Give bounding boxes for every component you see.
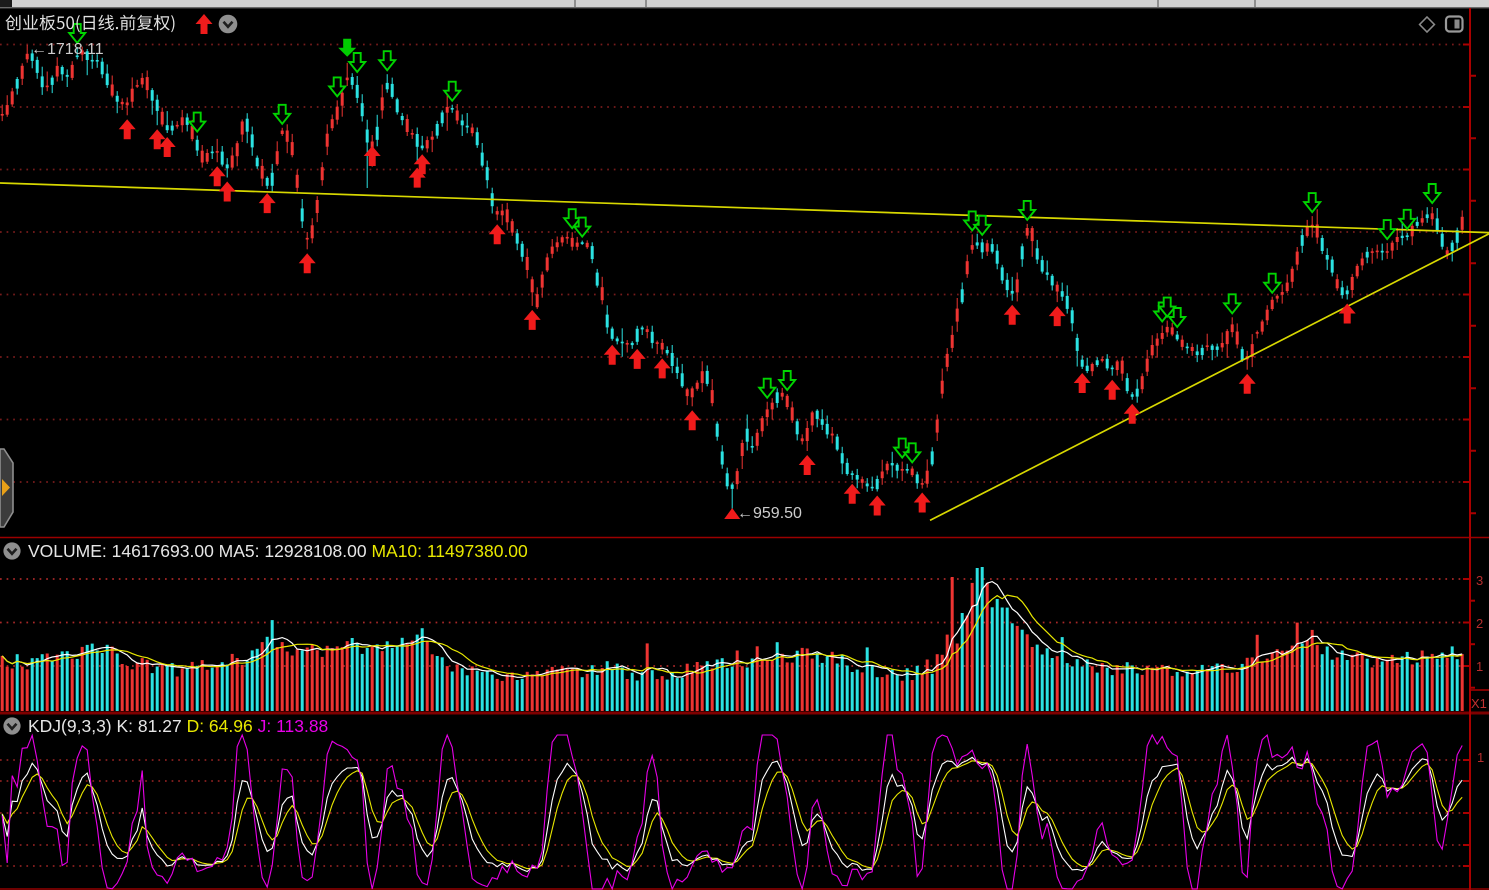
svg-text:1: 1	[1476, 659, 1483, 674]
svg-text:VOLUME: 14617693.00 MA5: 1292: VOLUME: 14617693.00 MA5: 12928108.00 MA1…	[28, 541, 528, 561]
svg-text:←1718.11: ←1718.11	[31, 41, 104, 58]
svg-text:1: 1	[1477, 750, 1484, 765]
svg-text:X1: X1	[1471, 696, 1487, 711]
svg-text:KDJ(9,3,3) K: 81.27 D: 64.96: KDJ(9,3,3) K: 81.27 D: 64.96 J: 113.88	[28, 716, 328, 736]
svg-text:2: 2	[1476, 616, 1483, 631]
svg-text:←959.50: ←959.50	[737, 505, 802, 522]
svg-text:3: 3	[1476, 573, 1483, 588]
